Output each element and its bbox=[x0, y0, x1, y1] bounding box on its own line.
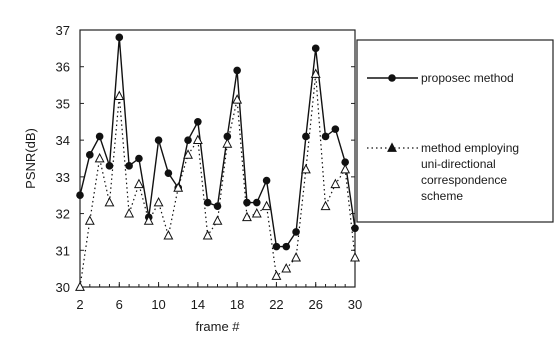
data-point-circle bbox=[194, 117, 202, 126]
data-point-triangle bbox=[300, 163, 311, 174]
data-point-circle bbox=[95, 132, 104, 141]
series-line bbox=[79, 74, 356, 288]
series-layer bbox=[75, 33, 360, 291]
data-point-triangle bbox=[242, 211, 252, 222]
legend-marker-circle bbox=[388, 74, 396, 82]
data-point-triangle bbox=[114, 90, 125, 100]
data-point-circle bbox=[292, 228, 300, 236]
series-uni-directional-method bbox=[75, 68, 360, 291]
x-tick-label: 2 bbox=[76, 297, 83, 312]
legend-marker-triangle bbox=[387, 142, 397, 152]
y-tick-label: 35 bbox=[56, 96, 70, 111]
data-point-triangle bbox=[232, 94, 243, 104]
y-tick-label: 31 bbox=[56, 243, 70, 258]
data-point-circle bbox=[115, 33, 124, 42]
data-point-circle bbox=[341, 158, 349, 166]
data-point-circle bbox=[125, 162, 133, 170]
data-point-triangle bbox=[104, 196, 115, 207]
data-point-triangle bbox=[340, 163, 351, 174]
data-point-triangle bbox=[330, 178, 341, 189]
x-tick-label: 18 bbox=[230, 297, 244, 312]
y-tick-label: 36 bbox=[56, 60, 70, 75]
x-tick-label: 30 bbox=[348, 297, 362, 312]
data-point-circle bbox=[272, 242, 281, 251]
data-point-circle bbox=[351, 224, 359, 233]
data-point-circle bbox=[321, 132, 330, 141]
x-tick-label: 6 bbox=[116, 297, 123, 312]
data-point-circle bbox=[135, 154, 143, 163]
data-point-triangle bbox=[143, 215, 154, 225]
data-point-circle bbox=[184, 136, 192, 144]
data-point-triangle bbox=[163, 230, 174, 240]
data-point-circle bbox=[311, 44, 320, 53]
y-tick-label: 34 bbox=[56, 133, 70, 148]
data-point-circle bbox=[252, 198, 261, 207]
legend-box bbox=[356, 39, 554, 223]
data-point-circle bbox=[154, 136, 163, 144]
data-point-triangle bbox=[222, 138, 233, 148]
series-line bbox=[79, 37, 356, 248]
data-point-triangle bbox=[153, 196, 164, 207]
data-point-circle bbox=[105, 162, 114, 170]
data-point-triangle bbox=[124, 207, 135, 218]
data-point-triangle bbox=[310, 68, 321, 78]
x-tick-label: 26 bbox=[308, 297, 322, 312]
data-point-triangle bbox=[271, 270, 282, 280]
y-tick-label: 32 bbox=[56, 207, 70, 222]
data-point-triangle bbox=[84, 215, 95, 225]
data-point-triangle bbox=[261, 200, 272, 211]
data-point-triangle bbox=[94, 152, 105, 163]
legend-label-uni-directional-line: uni-directional bbox=[421, 157, 496, 171]
data-point-circle bbox=[86, 151, 94, 159]
data-point-circle bbox=[203, 198, 212, 207]
data-point-triangle bbox=[350, 252, 360, 262]
y-tick-label: 33 bbox=[56, 170, 70, 185]
data-point-triangle bbox=[212, 215, 223, 225]
data-point-triangle bbox=[173, 182, 184, 192]
data-point-triangle bbox=[183, 149, 193, 159]
data-point-triangle bbox=[133, 178, 144, 189]
legend: proposec method method employing uni-direc… bbox=[356, 39, 554, 223]
data-point-circle bbox=[223, 132, 232, 141]
x-tick-label: 10 bbox=[151, 297, 165, 312]
y-axis-title: PSNR(dB) bbox=[23, 128, 38, 189]
data-point-triangle bbox=[75, 281, 85, 291]
data-point-triangle bbox=[202, 230, 213, 240]
legend-label-uni-directional-line: method employing bbox=[421, 141, 519, 155]
data-point-circle bbox=[302, 132, 310, 141]
y-tick-label: 37 bbox=[56, 23, 70, 38]
data-point-triangle bbox=[192, 134, 203, 145]
data-point-circle bbox=[282, 242, 291, 251]
data-point-circle bbox=[164, 169, 173, 177]
x-tick-label: 22 bbox=[269, 297, 283, 312]
data-point-triangle bbox=[320, 200, 331, 211]
legend-label-uni-directional-line: scheme bbox=[421, 189, 463, 203]
data-point-circle bbox=[262, 176, 271, 185]
data-point-triangle bbox=[291, 252, 302, 262]
data-point-circle bbox=[331, 125, 340, 133]
legend-label-uni-directional-line: correspondence bbox=[421, 173, 507, 187]
y-tick-label: 30 bbox=[56, 280, 70, 295]
data-point-circle bbox=[243, 198, 251, 207]
data-point-circle bbox=[233, 66, 241, 75]
data-point-triangle bbox=[281, 263, 292, 273]
series-proposed-method bbox=[76, 33, 359, 251]
legend-label-proposed: proposec method bbox=[421, 71, 514, 85]
data-point-circle bbox=[76, 191, 84, 200]
data-point-triangle bbox=[251, 207, 262, 218]
x-tick-label: 14 bbox=[191, 297, 205, 312]
x-axis-title: frame # bbox=[195, 319, 240, 334]
